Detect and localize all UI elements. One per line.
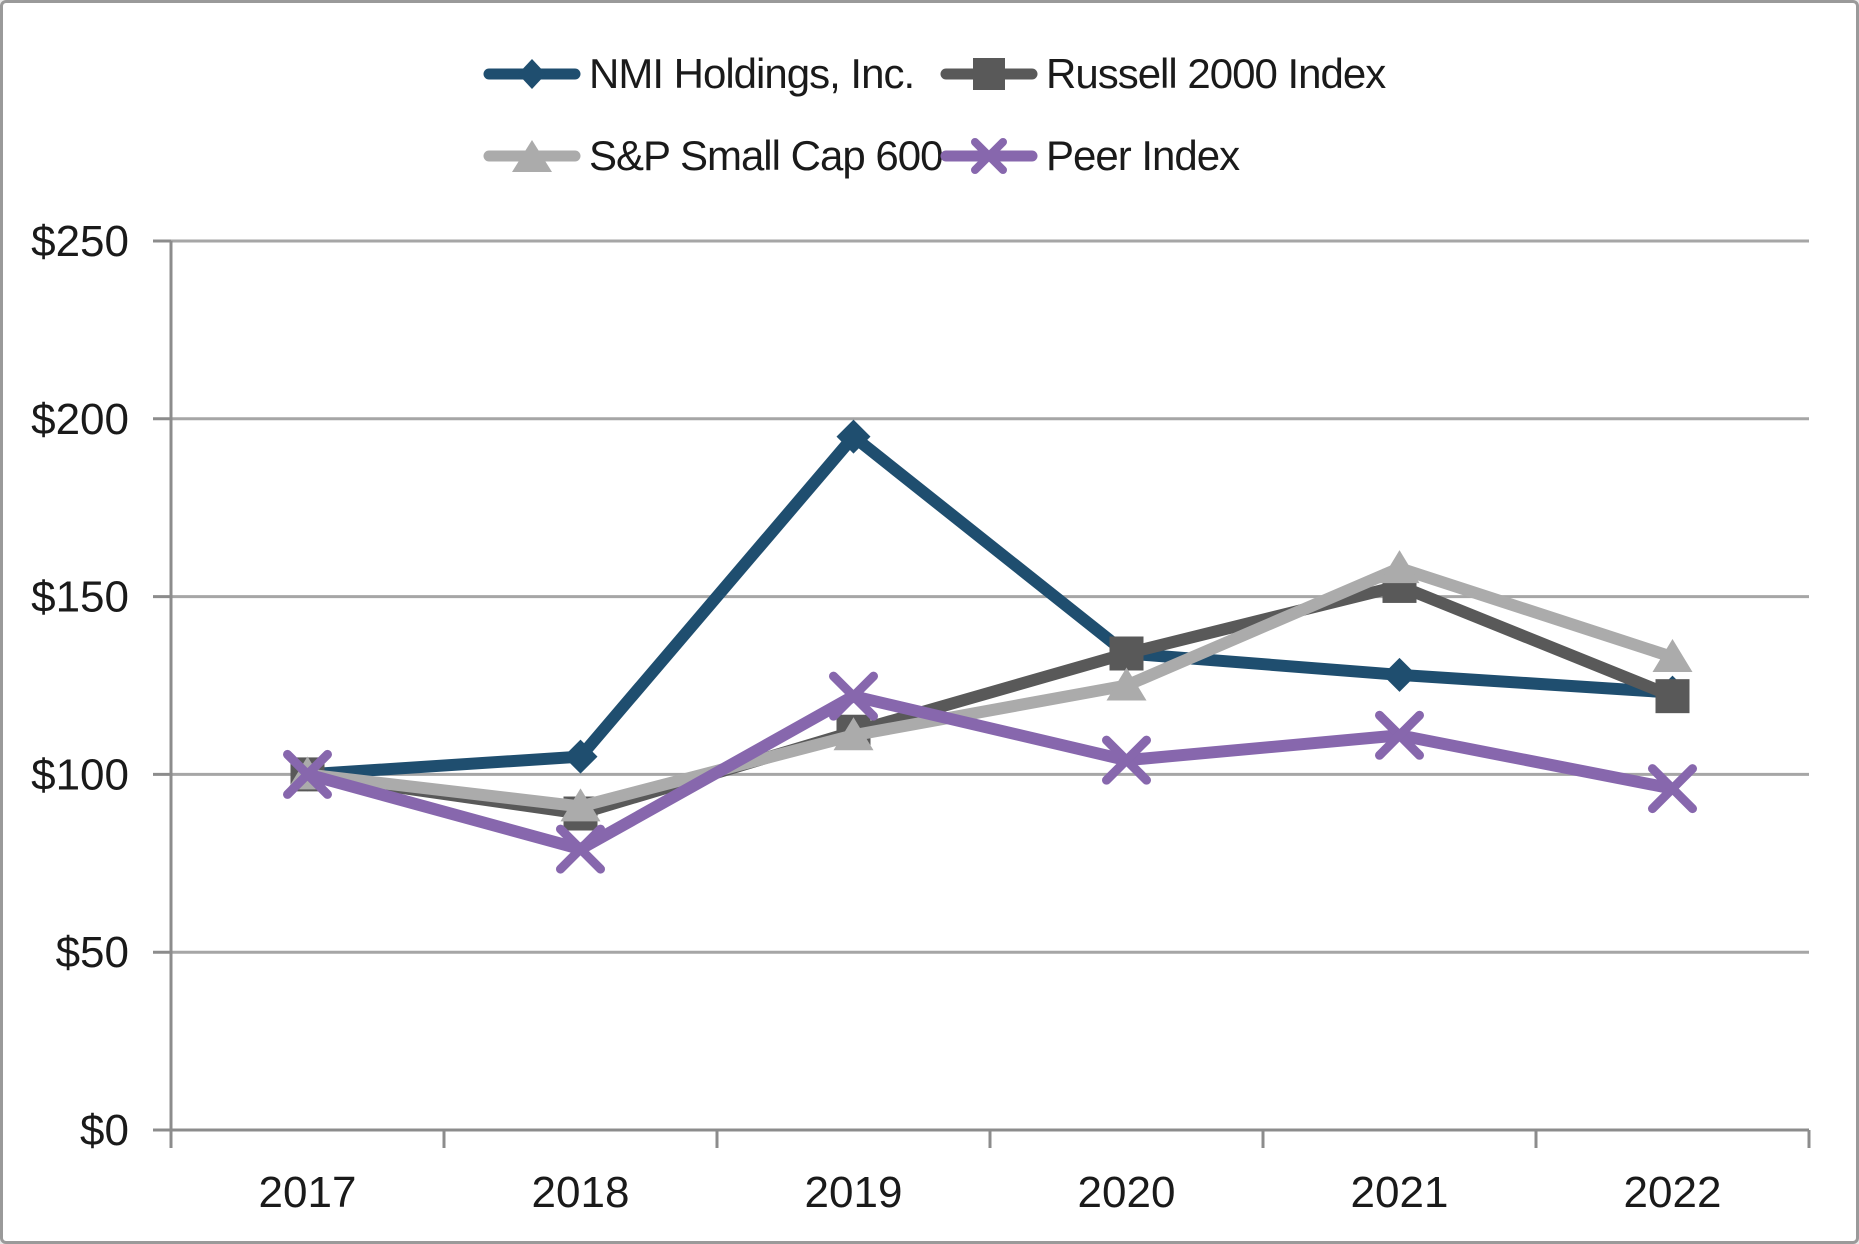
y-axis-label: $50	[56, 928, 129, 977]
data-point-marker-square	[1655, 679, 1690, 714]
legend-square-marker-icon	[940, 58, 1038, 90]
data-point-marker-x	[829, 671, 878, 721]
chart-legend-row-2: S&P Small Cap 600 Peer Index	[483, 130, 1240, 182]
data-point-marker-triangle	[833, 717, 874, 751]
data-point-marker-x	[283, 749, 332, 799]
y-axis-label: $250	[31, 217, 129, 266]
x-axis-label: 2020	[1078, 1168, 1176, 1217]
legend-diamond-marker-icon	[483, 59, 581, 89]
data-point-marker-triangle	[560, 788, 601, 822]
chart-plot-area: $0 $50 $100 $150 $200 $250 2017 2018 2019 2020 202…	[31, 217, 1811, 1217]
x-axis-label: 2019	[805, 1168, 903, 1217]
legend-triangle-marker-icon	[483, 140, 581, 172]
x-axis-label: 2021	[1351, 1168, 1449, 1217]
legend-item-nmi-holdings: NMI Holdings, Inc.	[483, 48, 940, 100]
legend-label: Peer Index	[1046, 132, 1240, 179]
data-point-marker-triangle	[1652, 639, 1693, 673]
y-axis-label: $0	[80, 1106, 129, 1155]
legend-label: S&P Small Cap 600	[589, 132, 943, 179]
data-point-marker-triangle	[1106, 667, 1147, 701]
series-1	[290, 419, 1690, 792]
chart-legend-row-1: NMI Holdings, Inc. Russell 2000 Index	[483, 48, 1386, 100]
data-point-marker-x	[556, 824, 605, 874]
data-point-marker-square	[1109, 636, 1144, 671]
x-axis-label: 2022	[1624, 1168, 1722, 1217]
data-point-marker-diamond	[1382, 657, 1417, 692]
legend-diamond	[518, 59, 546, 89]
legend-x	[971, 138, 1007, 174]
data-point-marker-diamond	[563, 739, 598, 774]
data-point-marker-x	[1102, 735, 1151, 785]
legend-square	[973, 58, 1005, 90]
series-line	[307, 430, 1673, 781]
data-point-marker-x	[1375, 710, 1424, 760]
legend-item-peer-index: Peer Index	[940, 130, 1240, 182]
legend-x-marker-icon	[940, 138, 1038, 174]
legend-item-sp-small-cap: S&P Small Cap 600	[483, 130, 943, 182]
legend-label: Russell 2000 Index	[1046, 50, 1386, 97]
data-point-marker-diamond	[836, 419, 871, 454]
x-axis-label: 2017	[259, 1168, 357, 1217]
legend-item-russell-2000: Russell 2000 Index	[940, 48, 1386, 100]
y-axis-label: $150	[31, 573, 129, 622]
y-axis-label: $100	[31, 750, 129, 799]
data-point-marker-triangle	[1379, 550, 1420, 584]
series-line	[306, 579, 1675, 820]
series-line	[306, 562, 1675, 813]
series-4	[283, 671, 1697, 874]
legend-triangle	[512, 140, 552, 172]
y-axis-label: $200	[31, 395, 129, 444]
x-axis-label: 2018	[532, 1168, 630, 1217]
data-point-marker-x	[1648, 764, 1697, 814]
legend-label: NMI Holdings, Inc.	[589, 50, 915, 97]
series-line	[305, 690, 1674, 856]
